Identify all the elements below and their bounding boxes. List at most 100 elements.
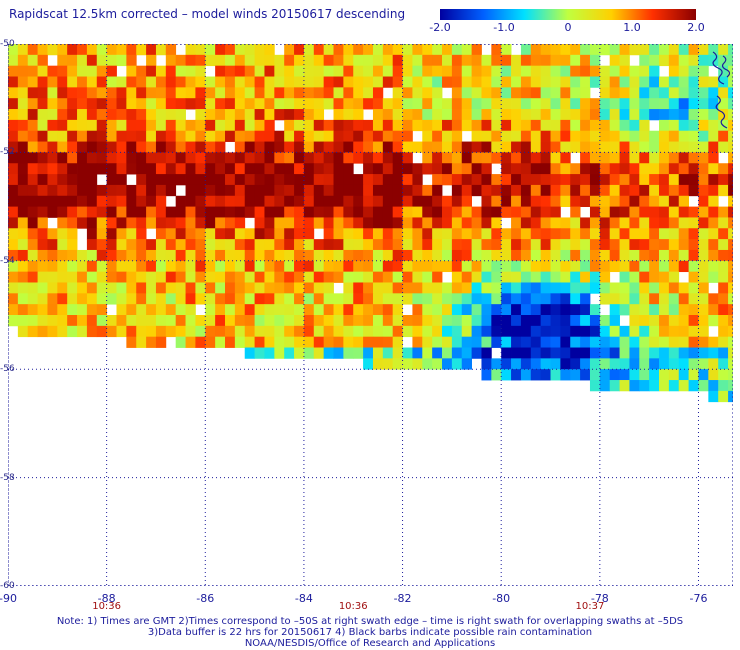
data-cell [560,77,570,88]
data-cell [442,196,452,207]
data-cell [669,174,679,185]
data-cell [136,131,146,142]
data-cell [314,293,324,304]
data-cell [590,315,600,326]
data-cell [570,261,580,272]
data-cell [215,87,225,98]
data-cell [708,44,718,55]
data-cell [264,261,274,272]
data-cell [511,152,521,163]
data-cell [669,185,679,196]
data-cell [649,87,659,98]
data-cell [481,55,491,66]
data-cell [304,131,314,142]
data-cell [590,250,600,261]
data-cell [422,261,432,272]
data-cell [728,380,733,391]
data-cell [511,131,521,142]
data-cell [531,348,541,359]
data-cell [274,109,284,120]
data-cell [195,185,205,196]
data-cell [669,315,679,326]
data-cell [698,239,708,250]
data-cell [47,98,57,109]
data-cell [689,142,699,153]
data-cell [156,185,166,196]
data-cell [600,239,610,250]
data-cell [432,66,442,77]
data-cell [728,185,733,196]
data-cell [195,66,205,77]
data-cell [472,315,482,326]
data-cell [176,239,186,250]
data-cell [580,77,590,88]
data-cell [708,217,718,228]
data-cell [541,131,551,142]
data-cell [146,217,156,228]
data-cell [176,207,186,218]
data-cell [274,207,284,218]
data-cell [314,131,324,142]
data-cell [57,77,67,88]
data-cell [501,293,511,304]
data-cell [708,196,718,207]
data-cell [245,44,255,55]
data-cell [77,196,87,207]
data-cell [304,44,314,55]
data-cell [383,77,393,88]
data-cell [600,380,610,391]
data-cell [708,239,718,250]
data-cell [629,239,639,250]
data-cell [274,326,284,337]
data-cell [560,304,570,315]
data-cell [472,250,482,261]
data-cell [294,272,304,283]
data-cell [77,304,87,315]
data-cell [491,282,501,293]
data-cell [324,142,334,153]
data-cell [156,304,166,315]
data-cell [422,228,432,239]
data-cell [67,131,77,142]
data-cell [166,174,176,185]
data-cell [639,163,649,174]
data-cell [590,163,600,174]
data-cell [728,44,733,55]
data-cell [521,120,531,131]
data-cell [304,272,314,283]
data-cell [511,293,521,304]
data-cell [698,315,708,326]
data-cell [146,326,156,337]
data-cell [501,131,511,142]
data-cell [698,358,708,369]
data-cell [511,174,521,185]
data-cell [126,326,136,337]
data-cell [649,55,659,66]
data-cell [649,152,659,163]
data-cell [511,358,521,369]
data-cell [146,131,156,142]
data-cell [314,261,324,272]
data-cell [708,174,718,185]
data-cell [689,369,699,380]
data-cell [600,174,610,185]
data-cell [452,250,462,261]
data-cell [87,293,97,304]
data-cell [126,217,136,228]
data-cell [620,261,630,272]
data-cell [274,66,284,77]
data-cell [452,282,462,293]
data-cell [590,174,600,185]
data-cell [511,304,521,315]
data-cell [363,326,373,337]
data-cell [186,250,196,261]
data-cell [393,250,403,261]
data-cell [403,163,413,174]
data-cell [284,98,294,109]
data-cell [245,77,255,88]
data-cell [205,282,215,293]
data-cell [136,66,146,77]
data-cell [117,326,127,337]
data-cell [393,120,403,131]
data-cell [255,152,265,163]
